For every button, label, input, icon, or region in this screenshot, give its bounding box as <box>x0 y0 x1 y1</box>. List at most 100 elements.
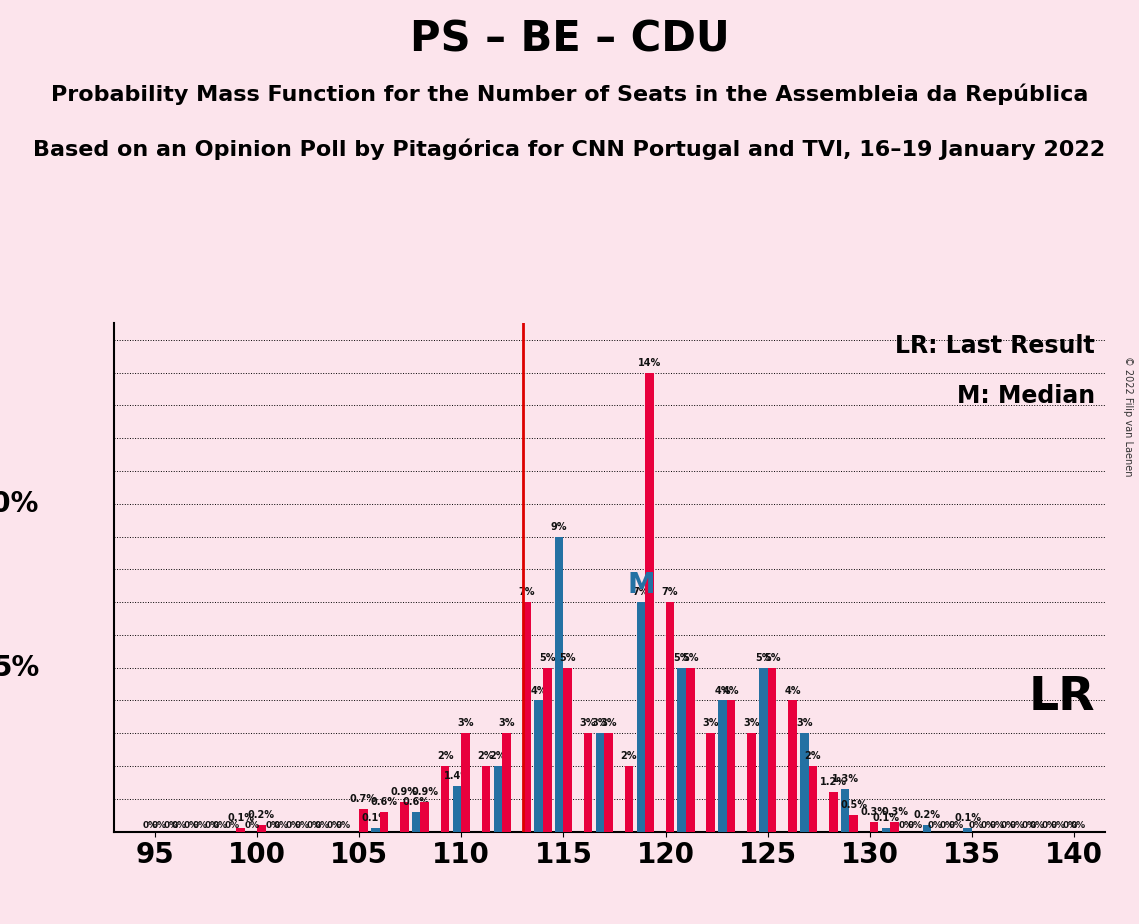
Bar <box>809 766 817 832</box>
Bar <box>645 372 654 832</box>
Text: 0%: 0% <box>981 821 995 830</box>
Text: 2%: 2% <box>477 751 494 761</box>
Bar <box>359 808 368 832</box>
Text: 0%: 0% <box>295 821 310 830</box>
Text: 0.3%: 0.3% <box>861 807 887 817</box>
Text: 4%: 4% <box>714 686 731 696</box>
Text: 0%: 0% <box>1042 821 1057 830</box>
Bar <box>850 815 858 832</box>
Text: 4%: 4% <box>531 686 547 696</box>
Text: 1.2%: 1.2% <box>820 777 846 787</box>
Text: 5%: 5% <box>0 653 40 682</box>
Text: 0.2%: 0.2% <box>913 810 941 821</box>
Bar <box>237 828 245 832</box>
Text: 0.7%: 0.7% <box>350 794 377 804</box>
Text: 0%: 0% <box>274 821 289 830</box>
Text: 0%: 0% <box>151 821 166 830</box>
Text: 5%: 5% <box>539 652 556 663</box>
Bar <box>706 734 715 832</box>
Bar <box>678 668 686 832</box>
Text: 0%: 0% <box>1050 821 1066 830</box>
Text: 0%: 0% <box>1022 821 1036 830</box>
Bar <box>923 825 932 832</box>
Text: 0%: 0% <box>204 821 220 830</box>
Text: 0%: 0% <box>163 821 179 830</box>
Text: 0%: 0% <box>335 821 351 830</box>
Text: 0%: 0% <box>989 821 1005 830</box>
Text: Based on an Opinion Poll by Pitagórica for CNN Portugal and TVI, 16–19 January 2: Based on an Opinion Poll by Pitagórica f… <box>33 139 1106 160</box>
Text: 7%: 7% <box>662 587 678 597</box>
Text: LR: LR <box>1029 675 1095 720</box>
Text: Probability Mass Function for the Number of Seats in the Assembleia da República: Probability Mass Function for the Number… <box>51 83 1088 104</box>
Text: 0%: 0% <box>192 821 207 830</box>
Bar <box>727 700 736 832</box>
Text: 0%: 0% <box>183 821 199 830</box>
Text: 3%: 3% <box>580 718 597 728</box>
Text: 0%: 0% <box>1001 821 1016 830</box>
Text: 2%: 2% <box>490 751 506 761</box>
Bar <box>964 828 972 832</box>
Text: 0%: 0% <box>1030 821 1046 830</box>
Text: 0.9%: 0.9% <box>411 787 439 797</box>
Bar <box>759 668 768 832</box>
Bar <box>420 802 429 832</box>
Text: PS – BE – CDU: PS – BE – CDU <box>410 18 729 60</box>
Bar <box>502 734 510 832</box>
Bar <box>564 668 572 832</box>
Text: 0%: 0% <box>908 821 923 830</box>
Bar <box>747 734 756 832</box>
Text: 9%: 9% <box>551 522 567 531</box>
Text: 3%: 3% <box>498 718 515 728</box>
Text: 0%: 0% <box>1063 821 1077 830</box>
Bar <box>452 785 461 832</box>
Bar <box>686 668 695 832</box>
Text: 0%: 0% <box>1071 821 1085 830</box>
Text: 0%: 0% <box>142 821 158 830</box>
Text: 0%: 0% <box>969 821 984 830</box>
Text: 7%: 7% <box>632 587 649 597</box>
Text: 0%: 0% <box>286 821 301 830</box>
Text: 2%: 2% <box>437 751 453 761</box>
Bar <box>719 700 727 832</box>
Bar <box>543 668 551 832</box>
Text: 2%: 2% <box>621 751 637 761</box>
Text: 1.3%: 1.3% <box>831 774 859 784</box>
Text: 5%: 5% <box>673 652 690 663</box>
Bar <box>624 766 633 832</box>
Text: 0%: 0% <box>949 821 964 830</box>
Text: 5%: 5% <box>755 652 771 663</box>
Text: 3%: 3% <box>600 718 617 728</box>
Text: 5%: 5% <box>559 652 576 663</box>
Bar <box>800 734 809 832</box>
Bar <box>493 766 502 832</box>
Bar <box>523 602 531 832</box>
Text: 0.6%: 0.6% <box>402 797 429 807</box>
Bar <box>665 602 674 832</box>
Bar <box>400 802 409 832</box>
Bar <box>482 766 490 832</box>
Bar <box>788 700 796 832</box>
Text: 5%: 5% <box>764 652 780 663</box>
Bar <box>412 812 420 832</box>
Text: 3%: 3% <box>744 718 760 728</box>
Text: 2%: 2% <box>804 751 821 761</box>
Bar <box>605 734 613 832</box>
Bar <box>534 700 543 832</box>
Text: 3%: 3% <box>703 718 719 728</box>
Text: LR: Last Result: LR: Last Result <box>895 334 1095 358</box>
Bar <box>768 668 777 832</box>
Text: 4%: 4% <box>723 686 739 696</box>
Text: 10%: 10% <box>0 490 40 517</box>
Bar <box>891 821 899 832</box>
Text: 14%: 14% <box>638 358 661 368</box>
Text: 1.4%: 1.4% <box>443 771 470 781</box>
Bar <box>584 734 592 832</box>
Text: M: Median: M: Median <box>957 384 1095 408</box>
Bar <box>596 734 605 832</box>
Text: 7%: 7% <box>518 587 535 597</box>
Text: 0%: 0% <box>265 821 280 830</box>
Text: 3%: 3% <box>457 718 474 728</box>
Text: 0.3%: 0.3% <box>882 807 908 817</box>
Text: 3%: 3% <box>592 718 608 728</box>
Text: 0%: 0% <box>213 821 228 830</box>
